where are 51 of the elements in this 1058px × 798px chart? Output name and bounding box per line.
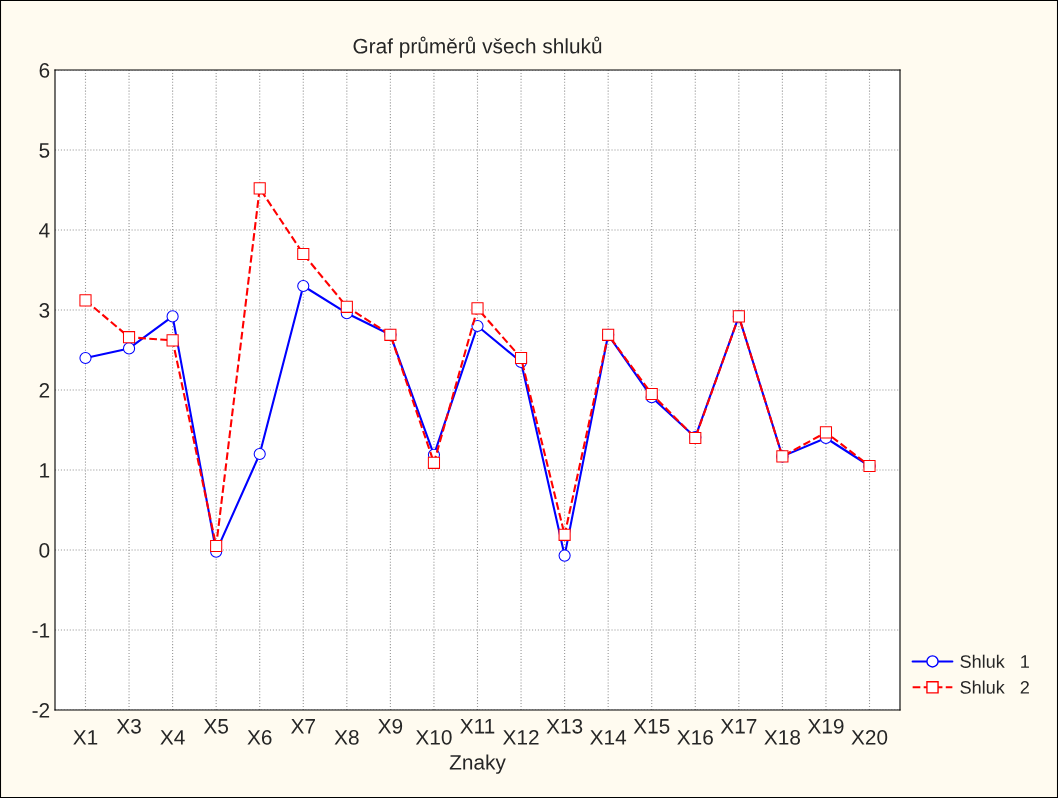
x-tick-label: X1 [73, 730, 98, 745]
point [514, 351, 528, 365]
y-tick-label: 5 [39, 143, 50, 158]
x-tick-label: X16 [677, 729, 713, 745]
x-axis-title: Znaky [449, 754, 506, 774]
point [122, 331, 136, 344]
y-tick-label: -2 [32, 703, 50, 718]
point [297, 279, 310, 293]
point [166, 310, 179, 323]
y-tick-label: 2 [39, 383, 50, 398]
point [122, 342, 136, 355]
y-tick-label: 1 [40, 463, 50, 478]
x-tick-label: X10 [415, 729, 452, 745]
point [79, 351, 92, 365]
x-tick-label: X9 [378, 718, 403, 734]
x-tick-label: X8 [334, 729, 359, 745]
point [558, 528, 571, 541]
point [340, 300, 353, 313]
x-tick-label: X3 [116, 718, 141, 734]
x-tick-label: X6 [247, 729, 272, 745]
x-tick-label: X12 [502, 729, 539, 745]
y-tick-label: 3 [39, 303, 50, 318]
y-tick-label: 0 [39, 543, 50, 558]
chart-title: Graf průměrů všech shluků [353, 36, 602, 58]
point [210, 539, 223, 553]
x-tick-label: X19 [807, 718, 844, 734]
legend-label: Shluk 1 [960, 654, 1029, 668]
y-tick-label: 4 [39, 223, 50, 238]
point [253, 182, 266, 195]
point [645, 387, 658, 401]
x-tick-label: X13 [546, 718, 583, 734]
x-tick-label: X4 [160, 730, 185, 745]
legend-label: Shluk 2 [960, 680, 1029, 694]
y-tick-label: 6 [39, 63, 50, 78]
point [297, 247, 310, 261]
x-tick-label: X7 [291, 719, 315, 734]
x-tick-label: X17 [720, 719, 757, 734]
point [427, 456, 441, 469]
point [166, 334, 179, 347]
x-tick-label: X15 [633, 719, 670, 734]
point [819, 426, 833, 439]
x-tick-label: X20 [851, 729, 888, 745]
y-tick-label: -1 [32, 623, 50, 638]
point [471, 302, 484, 315]
x-tick-label: X5 [203, 719, 229, 734]
x-tick-label: X18 [764, 729, 801, 745]
x-tick-label: X11 [460, 719, 495, 734]
point [79, 294, 92, 307]
point [558, 549, 571, 562]
point [253, 447, 266, 461]
x-tick-label: X14 [590, 730, 627, 745]
